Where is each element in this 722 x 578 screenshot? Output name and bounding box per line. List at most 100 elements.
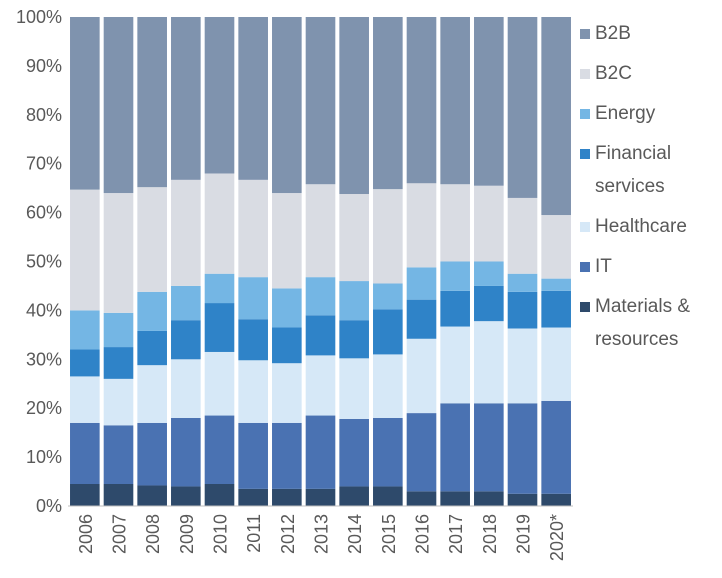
bar-segment (373, 17, 403, 190)
bar-segment (272, 422, 302, 489)
bar-segment (373, 309, 403, 355)
bar-segment (171, 179, 201, 286)
bar-segment (204, 273, 235, 304)
x-tick-label: 2006 (76, 514, 96, 554)
bar-segment (103, 17, 134, 194)
bar-segment (238, 17, 268, 180)
x-tick-label: 2007 (110, 514, 130, 554)
bar-segment (305, 355, 336, 416)
y-tick-label: 80% (26, 105, 62, 125)
legend-swatch (580, 222, 590, 232)
bar-segment (272, 193, 302, 289)
bar-segment (70, 483, 100, 506)
bar-segment (440, 326, 470, 404)
y-tick-label: 40% (26, 300, 62, 320)
bar-segment (171, 359, 201, 418)
bar-segment (238, 360, 268, 423)
bar-segment (339, 194, 369, 282)
bar-segment (137, 187, 167, 292)
bar-segment (103, 312, 134, 348)
bar-segment (272, 363, 302, 423)
bar-segment (373, 283, 403, 310)
legend-item: IT (580, 250, 710, 283)
bar-segment (541, 493, 571, 506)
x-tick-label: 2013 (312, 514, 332, 554)
x-tick-label: 2011 (244, 514, 264, 553)
bar-segment (171, 417, 201, 487)
bar-segment (305, 17, 336, 185)
bar-segment (272, 17, 302, 194)
bar-segment (541, 17, 571, 216)
x-tick-label: 2016 (413, 514, 433, 554)
bar-segment (373, 189, 403, 284)
bar-segment (541, 290, 571, 328)
bar-segment (103, 483, 134, 506)
bar-segment (204, 415, 235, 484)
bar-segment (272, 288, 302, 328)
x-tick-label: 2020* (547, 514, 567, 561)
x-tick-label: 2019 (514, 514, 534, 554)
bar-segment (406, 413, 437, 492)
bar-segment (103, 378, 134, 426)
bar-segment (137, 485, 167, 506)
legend-item: Financial services (580, 137, 710, 203)
bar-segment (137, 330, 167, 366)
bar-segment (305, 277, 336, 316)
y-tick-label: 90% (26, 56, 62, 76)
bar-segment (541, 215, 571, 279)
bar-segment (238, 422, 268, 489)
bar-segment (440, 184, 470, 262)
legend-item: Materials & resources (580, 290, 710, 356)
y-tick-label: 50% (26, 252, 62, 272)
bar-segment (70, 422, 100, 484)
bar-segment (406, 267, 437, 300)
bar-segment (339, 320, 369, 359)
legend-label: B2B (595, 23, 631, 44)
bar-segment (238, 488, 268, 506)
bar-segment (305, 315, 336, 356)
bar-segment (272, 488, 302, 506)
bar-segment (373, 417, 403, 487)
legend-label: IT (595, 256, 612, 277)
bar-segment (474, 185, 504, 262)
bar-segment (204, 483, 235, 506)
legend-swatch (580, 109, 590, 119)
legend-label: Energy (595, 103, 656, 124)
bar-segment (440, 261, 470, 291)
legend-item: B2C (580, 57, 710, 90)
bar-segment (137, 422, 167, 486)
y-tick-label: 70% (26, 154, 62, 174)
y-tick-label: 0% (36, 496, 62, 516)
bar-segment (137, 365, 167, 423)
bar-segment (474, 321, 504, 404)
bar-segment (171, 320, 201, 360)
legend-swatch (580, 149, 590, 159)
bar-segment (339, 486, 369, 506)
bar-segment (440, 17, 470, 185)
x-tick-label: 2014 (345, 514, 365, 554)
x-tick-label: 2012 (278, 514, 298, 554)
bar-segment (474, 285, 504, 322)
legend-swatch (580, 262, 590, 272)
legend-label: Financial services (595, 143, 672, 197)
x-tick-label: 2009 (177, 514, 197, 554)
bar-segment (373, 486, 403, 506)
legend-item: Healthcare (580, 210, 710, 243)
legend-swatch (580, 302, 590, 312)
bar-segment (70, 17, 100, 190)
x-tick-label: 2008 (143, 514, 163, 554)
bar-segment (137, 17, 167, 188)
bar-segment (373, 354, 403, 418)
bar-segment (171, 486, 201, 506)
legend-label: Healthcare (595, 216, 687, 237)
y-tick-label: 30% (26, 349, 62, 369)
bar-segment (507, 493, 538, 506)
bar-segment (339, 17, 369, 195)
x-tick-label: 2017 (446, 514, 466, 554)
bar-segment (238, 277, 268, 320)
bar-segment (440, 403, 470, 492)
bar-segment (507, 197, 538, 274)
bar-segment (305, 415, 336, 489)
